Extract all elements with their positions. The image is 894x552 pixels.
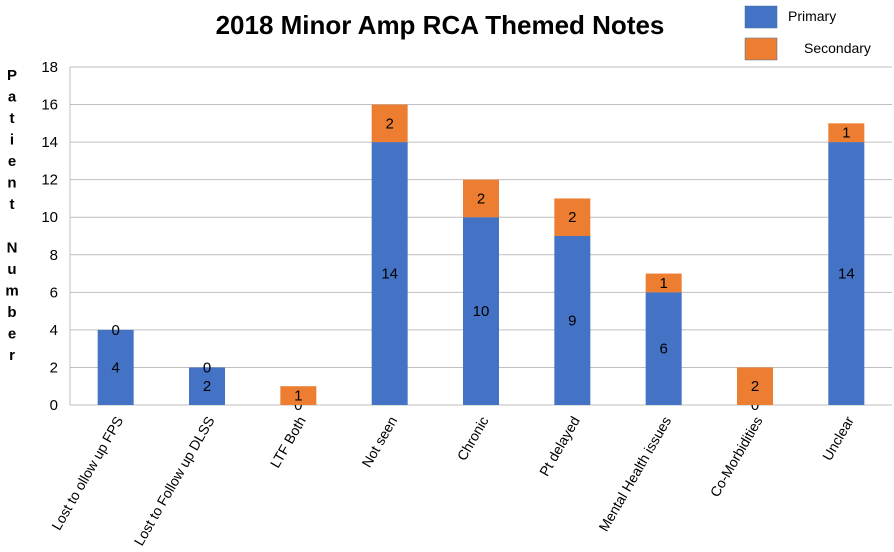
data-label-secondary: 0 xyxy=(203,359,211,376)
bar-secondary-6 xyxy=(645,273,682,293)
data-label-secondary: 2 xyxy=(385,115,393,132)
y-tick-label: 16 xyxy=(41,97,58,114)
legend: Primary Secondary xyxy=(744,5,871,61)
y-label-letter: e xyxy=(8,326,16,343)
y-tick-label: 18 xyxy=(41,59,58,76)
x-category-label: Chronic xyxy=(454,414,492,464)
bar-secondary-3 xyxy=(371,104,408,143)
bar-primary-0 xyxy=(97,329,134,405)
y-label-letter: i xyxy=(10,132,14,149)
data-label-primary: 9 xyxy=(568,313,576,330)
legend-label: Secondary xyxy=(804,40,871,56)
bar-primary-8 xyxy=(828,142,865,405)
y-tick-label: 4 xyxy=(50,322,58,339)
x-category-label: Pt delayed xyxy=(536,414,583,479)
y-tick-label: 6 xyxy=(50,284,58,301)
data-label-secondary: 1 xyxy=(842,125,850,142)
y-label-letter: u xyxy=(7,261,16,278)
data-label-secondary: 1 xyxy=(294,388,302,405)
bar-secondary-2 xyxy=(280,386,317,405)
x-category-label: Mental Health issues xyxy=(595,414,674,535)
x-axis-categories: Lost to ollow up FPS Lost to Follow up DL… xyxy=(48,413,857,548)
data-label-primary: 0 xyxy=(294,397,302,414)
legend-swatch-secondary xyxy=(744,37,778,61)
bar-secondary-5 xyxy=(554,198,591,236)
bar-primary-4 xyxy=(463,217,499,405)
x-category-label: Co-Morbidities xyxy=(707,414,766,500)
data-label-primary: 0 xyxy=(751,397,759,414)
y-label-letter: e xyxy=(8,153,16,170)
y-label-letter: N xyxy=(7,240,18,257)
data-label-primary: 2 xyxy=(203,378,211,395)
data-label-secondary: 0 xyxy=(111,322,119,339)
y-label-letter: b xyxy=(7,304,16,321)
y-tick-label: 2 xyxy=(50,359,58,376)
bar-primary-5 xyxy=(554,236,591,405)
y-tick-label: 8 xyxy=(50,247,58,264)
legend-label: Primary xyxy=(788,8,836,24)
data-label-secondary: 2 xyxy=(751,378,759,395)
y-label-letter: t xyxy=(10,110,15,127)
data-label-secondary: 1 xyxy=(659,275,667,292)
bar-secondary-7 xyxy=(737,367,773,405)
y-tick-label: 0 xyxy=(50,397,58,414)
chart-title: 2018 Minor Amp RCA Themed Notes xyxy=(216,10,665,40)
legend-swatch-primary xyxy=(744,5,778,29)
data-label-primary: 6 xyxy=(659,341,667,358)
y-label-letter: a xyxy=(8,89,17,106)
y-tick-label: 12 xyxy=(41,172,58,189)
data-label-secondary: 2 xyxy=(477,190,485,207)
y-label-letter: n xyxy=(7,175,16,192)
y-tick-label: 10 xyxy=(41,209,58,226)
x-category-label: Lost to ollow up FPS xyxy=(48,414,126,533)
data-label-primary: 4 xyxy=(111,359,119,376)
x-category-label: Not seen xyxy=(358,414,400,471)
bar-primary-3 xyxy=(371,142,408,405)
data-label-primary: 10 xyxy=(473,303,490,320)
y-label-letter: m xyxy=(5,283,18,300)
bar-secondary-8 xyxy=(828,123,865,143)
y-axis-ticks: 0 2 4 6 8 10 12 14 16 18 xyxy=(41,59,58,414)
bar-secondary-4 xyxy=(463,179,499,218)
x-category-label: Lost to Follow up DLSS xyxy=(131,414,218,549)
data-label-primary: 14 xyxy=(838,266,855,283)
y-label-letter: P xyxy=(7,67,17,84)
data-label-primary: 14 xyxy=(381,266,398,283)
y-label-letter: r xyxy=(9,347,15,364)
y-label-letter: t xyxy=(10,196,15,213)
bar-primary-1 xyxy=(189,367,225,405)
x-category-label: LTF Both xyxy=(267,414,309,471)
data-label-secondary: 2 xyxy=(568,209,576,226)
y-tick-label: 14 xyxy=(41,134,58,151)
bar-primary-6 xyxy=(645,292,682,405)
x-category-label: Unclear xyxy=(819,413,857,463)
